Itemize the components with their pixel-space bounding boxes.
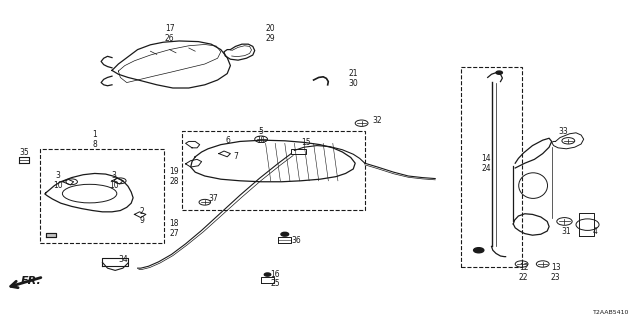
Text: T2AAB5410: T2AAB5410	[593, 310, 629, 316]
Text: 14
24: 14 24	[481, 154, 492, 172]
Text: 35: 35	[19, 148, 29, 156]
Text: 19
28: 19 28	[169, 167, 179, 186]
Polygon shape	[46, 233, 56, 237]
Text: 34: 34	[118, 255, 128, 264]
Circle shape	[281, 232, 289, 236]
Circle shape	[264, 273, 271, 276]
Text: 18
27: 18 27	[169, 220, 179, 238]
Text: 37: 37	[208, 194, 218, 203]
Text: 7: 7	[234, 152, 239, 161]
Text: 16
25: 16 25	[270, 270, 280, 288]
Text: 4: 4	[593, 228, 598, 236]
Text: 12
22: 12 22	[519, 263, 528, 282]
Text: 31: 31	[561, 228, 572, 236]
Text: 21
30: 21 30	[349, 69, 358, 88]
Text: 15: 15	[301, 138, 311, 147]
Text: 36: 36	[291, 236, 301, 245]
Text: 3
10: 3 10	[52, 172, 63, 190]
Text: 33: 33	[558, 127, 568, 136]
Text: 3
10: 3 10	[109, 172, 119, 190]
Text: 5
11: 5 11	[256, 127, 266, 145]
Text: 20
29: 20 29	[266, 24, 275, 43]
Text: 1
8: 1 8	[92, 130, 97, 148]
Text: 13
23: 13 23	[550, 263, 561, 282]
Circle shape	[496, 71, 502, 74]
Text: 2
9: 2 9	[140, 207, 145, 225]
Text: 6: 6	[225, 136, 230, 145]
Text: 17
26: 17 26	[164, 24, 175, 43]
Circle shape	[474, 248, 484, 253]
Text: FR.: FR.	[20, 276, 41, 286]
Text: 32: 32	[372, 116, 382, 124]
